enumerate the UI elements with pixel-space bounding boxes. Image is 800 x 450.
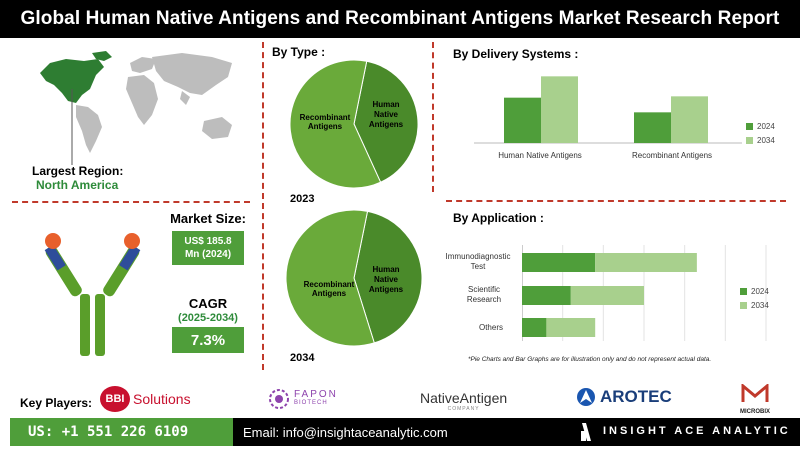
region-value: North America [36, 178, 119, 192]
by-type-title: By Type : [272, 45, 326, 59]
microbix-logo: MICROBIX [740, 382, 770, 415]
world-map-icon [40, 51, 232, 165]
divider-right-top [432, 42, 434, 192]
footer-email: Email: info@insightaceanalytic.com [243, 424, 448, 440]
bbi-logo: BBI Solutions [100, 386, 191, 412]
region-label: Largest Region: [32, 164, 124, 178]
app-bar-2024-1 [522, 286, 571, 305]
cagr-value: 7.3% [172, 327, 244, 353]
bbi-mark-icon: BBI [100, 386, 130, 412]
legend-swatch [746, 136, 753, 144]
delivery-bar-2024-1 [634, 112, 671, 143]
market-size-value: US$ 185.8 Mn (2024) [172, 231, 244, 265]
footer-contact-bar: Email: info@insightaceanalytic.com INSIG… [233, 418, 800, 446]
app-bar-2034-1 [570, 286, 644, 305]
delivery-legend-2024: 2024 [746, 119, 775, 133]
illustration-note: *Pie Charts and Bar Graphs are for illus… [468, 356, 712, 363]
app-cat-1: Scientific Research [466, 285, 502, 304]
legend-swatch [746, 122, 753, 130]
brand-icon [579, 423, 595, 441]
brand-mark-icon [581, 423, 591, 441]
divider-left-h [12, 201, 250, 203]
legend-swatch [740, 287, 747, 295]
pie-year-2023: 2023 [290, 193, 315, 205]
app-cat-2: Others [478, 323, 503, 332]
app-cat-0: Immunodiagnostic Test [445, 252, 511, 271]
delivery-bar-2034-0 [541, 76, 578, 143]
native-text: NativeAntigen [420, 390, 508, 406]
legend-label: 2024 [751, 286, 769, 296]
pie-slice-human-native-antigens [353, 210, 423, 344]
key-players-label: Key Players: [20, 396, 93, 410]
fapon-sub: BIOTECH [294, 400, 328, 406]
legend-swatch [740, 301, 747, 309]
page-title: Global Human Native Antigens and Recombi… [0, 0, 800, 38]
pie-year-2034: 2034 [290, 352, 315, 364]
legend-label: 2024 [757, 121, 775, 131]
footer-phone: US: +1 551 226 6109 [10, 418, 233, 446]
cagr-label: CAGR [188, 296, 228, 311]
app-bar-2024-0 [522, 253, 596, 272]
pie-slice-recombinant-antigens [286, 209, 375, 347]
market-size-label: Market Size: [170, 211, 246, 226]
pie-chart-2023 [289, 59, 419, 189]
footer-brand: INSIGHT ACE ANALYTIC [603, 425, 791, 437]
app-legend-2024: 2024 [740, 284, 769, 298]
antibody-icon [44, 233, 141, 356]
fapon-icon [269, 389, 289, 409]
microbix-text: MICROBIX [740, 409, 770, 415]
delivery-cat-1: Recombinant Antigens [631, 151, 713, 160]
native-sub: COMPANY [447, 406, 480, 412]
application-bar-chart [522, 245, 767, 341]
app-bar-2024-2 [522, 318, 547, 337]
delivery-bar-chart [474, 76, 742, 144]
pie1-label-recombinant: Recombinant Antigens [299, 113, 351, 131]
delivery-bar-2034-1 [671, 96, 708, 143]
divider-left [262, 42, 264, 370]
app-legend-2034: 2034 [740, 298, 769, 312]
delivery-bar-2024-0 [504, 97, 541, 143]
application-legend: 2024 2034 [740, 284, 769, 312]
delivery-legend-2034: 2034 [746, 133, 775, 147]
pie1-label-human: Human Native Antigens [368, 100, 404, 129]
pie2-label-recombinant: Recombinant Antigens [303, 280, 355, 298]
bbi-text: Solutions [133, 391, 191, 407]
arotec-icon [577, 388, 595, 406]
fapon-logo: FAPON BIOTECH [268, 388, 338, 410]
fapon-text: FAPON [294, 389, 338, 400]
native-logo: NativeAntigen COMPANY [420, 390, 507, 412]
application-title: By Application : [453, 211, 544, 225]
pie2-label-human: Human Native Antigens [368, 265, 404, 294]
cagr-period: (2025-2034) [178, 312, 238, 324]
legend-label: 2034 [757, 135, 775, 145]
app-bar-2034-2 [546, 318, 596, 337]
microbix-icon [741, 382, 769, 402]
pie-slice-human-native-antigens [353, 60, 419, 183]
delivery-title: By Delivery Systems : [453, 47, 579, 61]
delivery-cat-0: Human Native Antigens [498, 151, 582, 160]
pie-chart-2034 [286, 209, 423, 347]
arotec-text: AROTEC [600, 387, 672, 406]
legend-label: 2034 [751, 300, 769, 310]
pie-slice-recombinant-antigens [289, 59, 382, 189]
arotec-logo: AROTEC [576, 387, 672, 407]
divider-right-h [446, 200, 786, 202]
app-bar-2034-0 [595, 253, 697, 272]
delivery-legend: 2024 2034 [746, 119, 775, 147]
